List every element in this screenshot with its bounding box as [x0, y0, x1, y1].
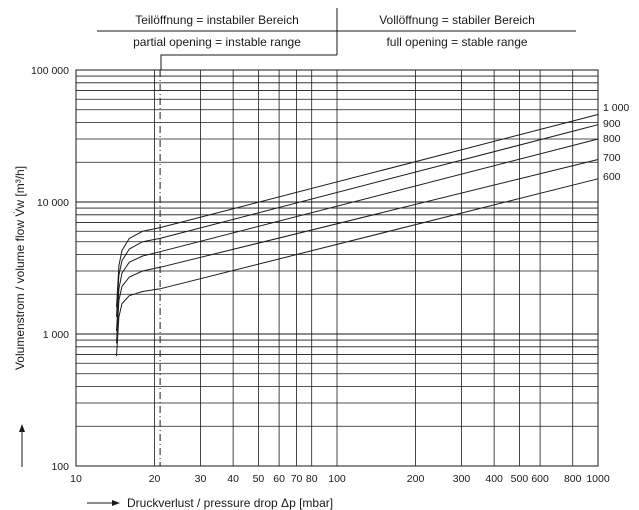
curve-1000 — [116, 114, 599, 308]
x-tick-label: 200 — [407, 473, 425, 485]
curve-600 — [116, 178, 599, 357]
curve-label: 900 — [603, 118, 621, 130]
partial-range-bracket — [160, 54, 337, 70]
y-axis-label-group: Volumenstrom / volume flow V̇w [m³/h] — [13, 166, 27, 467]
curve-label: 800 — [603, 133, 621, 145]
y-tick-label: 100 000 — [31, 65, 69, 77]
x-tick-label: 300 — [453, 473, 471, 485]
x-axis-label: Druckverlust / pressure drop Δp [mbar] — [127, 496, 333, 510]
x-tick-label: 50 — [253, 473, 265, 485]
x-tick-label: 1000 — [586, 473, 610, 485]
header-partial-de: Teilöffnung = instabiler Bereich — [135, 13, 299, 27]
x-axis-arrow-head — [112, 500, 120, 506]
y-axis-label: Volumenstrom / volume flow V̇w [m³/h] — [13, 166, 27, 370]
curves — [116, 114, 599, 357]
curve-label: 1 000 — [603, 102, 629, 114]
x-tick-label: 100 — [328, 473, 346, 485]
curve-900 — [116, 124, 599, 317]
curve-label: 600 — [603, 171, 621, 183]
x-tick-label: 80 — [306, 473, 318, 485]
range-header — [97, 8, 576, 70]
x-tick-label: 500 — [511, 473, 529, 485]
plot-frame — [75, 69, 599, 467]
curve-labels: 1 000 900 800 700 600 — [603, 102, 629, 183]
y-tick-label: 1 000 — [43, 329, 69, 341]
x-tick-labels: 10 20 30 40 50 60 70 80 100 200 300 400 500 600 800 100… — [70, 473, 610, 485]
header-partial-en: partial opening = instable range — [133, 35, 301, 49]
x-tick-label: 10 — [70, 473, 82, 485]
x-tick-label: 800 — [564, 473, 582, 485]
y-axis-arrow-head — [19, 424, 25, 432]
y-tick-label: 100 — [51, 461, 69, 473]
x-axis-label-group: Druckverlust / pressure drop Δp [mbar] — [87, 496, 333, 510]
header-full-en: full opening = stable range — [386, 35, 527, 49]
x-tick-label: 40 — [227, 473, 239, 485]
curve-800 — [116, 138, 599, 332]
chart-grid — [75, 70, 599, 467]
y-tick-labels: 100 1 000 10 000 100 000 — [31, 65, 69, 473]
x-tick-label: 400 — [485, 473, 503, 485]
curve-label: 700 — [603, 152, 621, 164]
x-tick-label: 60 — [273, 473, 285, 485]
curve-700 — [116, 159, 599, 344]
x-tick-label: 30 — [195, 473, 207, 485]
x-tick-label: 600 — [531, 473, 549, 485]
y-tick-label: 10 000 — [37, 197, 69, 209]
x-tick-label: 70 — [291, 473, 303, 485]
header-full-de: Vollöffnung = stabiler Bereich — [379, 13, 535, 27]
x-tick-label: 20 — [149, 473, 161, 485]
